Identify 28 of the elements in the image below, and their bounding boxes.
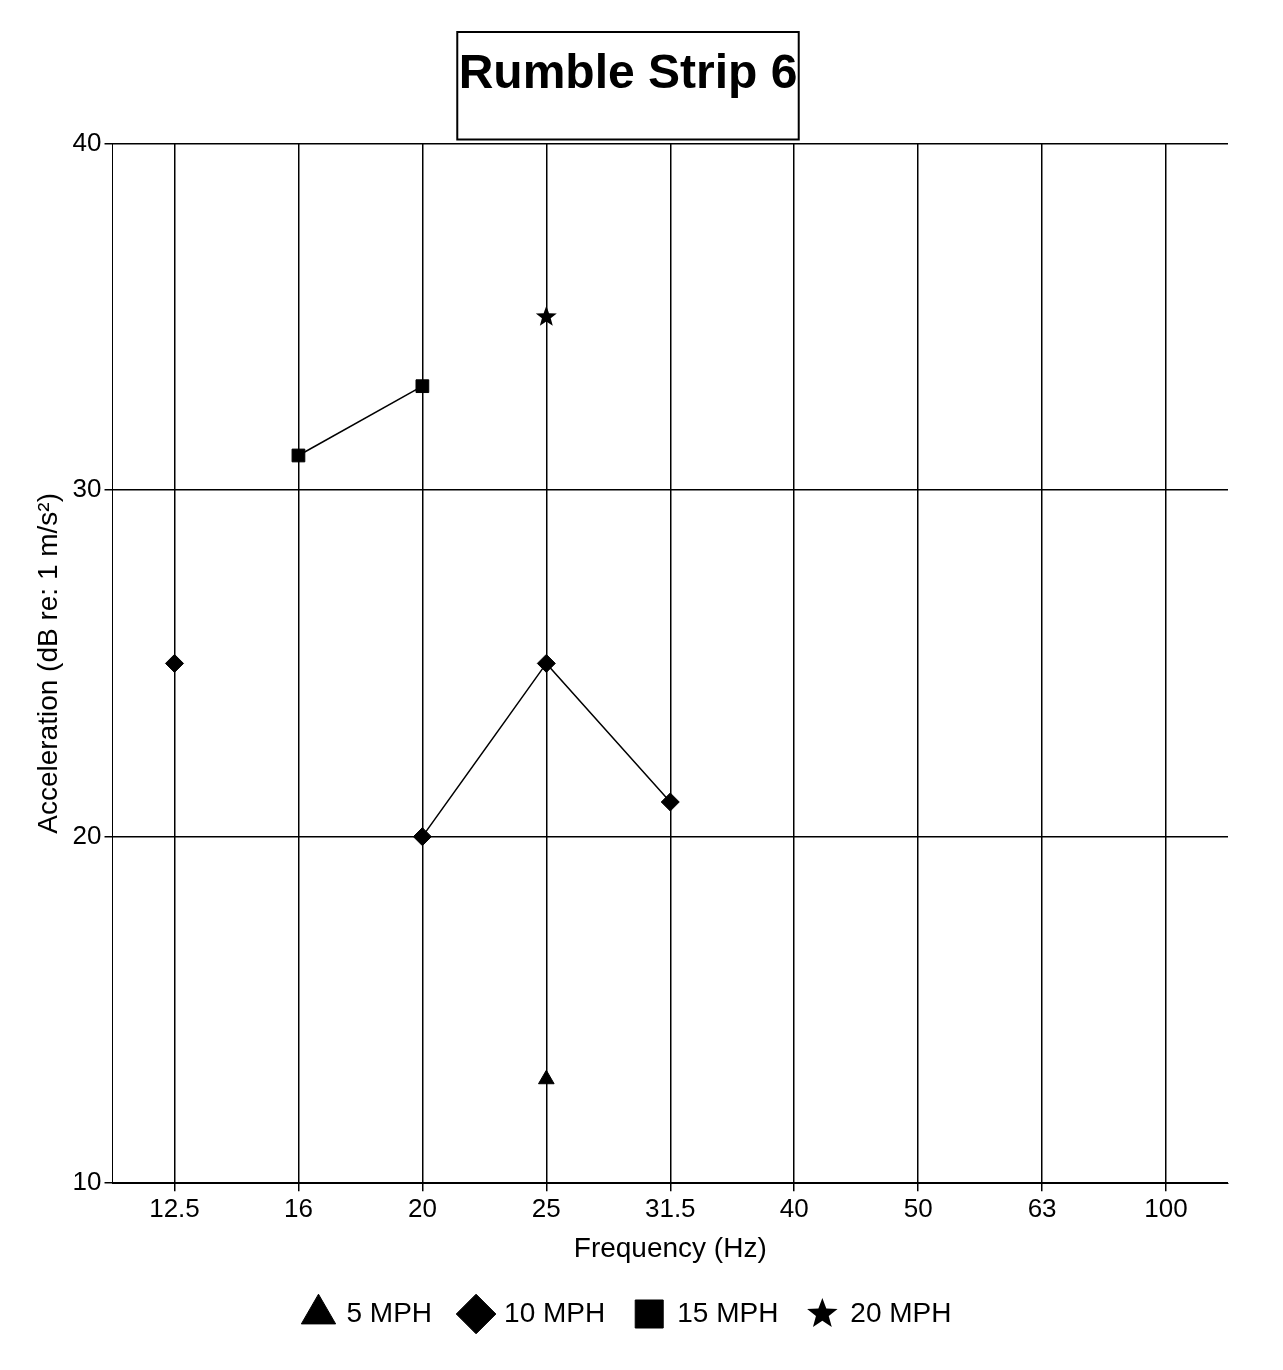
legend-label: 10 MPH	[504, 1296, 606, 1328]
point	[415, 379, 430, 394]
x-tick-label: 40	[779, 1192, 809, 1223]
point	[291, 448, 306, 463]
y-tick-label: 40	[72, 126, 102, 157]
x-tick-label: 12.5	[149, 1192, 200, 1223]
y-tick-label: 30	[72, 473, 102, 504]
x-tick-label: 31.5	[644, 1192, 696, 1223]
x-tick-label: 20	[407, 1192, 437, 1223]
x-tick-label: 25	[531, 1192, 561, 1223]
x-axis-title: Frequency (Hz)	[573, 1231, 767, 1263]
point	[535, 305, 557, 326]
y-axis-title: Acceleration (dB re: 1 m/s²)	[31, 493, 63, 834]
x-tick-label: 16	[283, 1192, 313, 1223]
point	[660, 792, 680, 812]
legend-label: 5 MPH	[346, 1296, 433, 1328]
x-tick-label: 63	[1027, 1192, 1057, 1223]
x-tick-label: 100	[1144, 1192, 1188, 1223]
point	[536, 653, 556, 673]
chart-title: Rumble Strip 6	[458, 45, 798, 99]
y-tick-label: 10	[72, 1166, 102, 1197]
point	[412, 827, 432, 847]
point	[164, 653, 184, 673]
legend-label: 15 MPH	[677, 1296, 779, 1328]
point	[538, 1069, 555, 1085]
x-tick-label: 50	[903, 1192, 933, 1223]
y-tick-label: 20	[72, 819, 102, 850]
legend-label: 20 MPH	[850, 1296, 952, 1328]
